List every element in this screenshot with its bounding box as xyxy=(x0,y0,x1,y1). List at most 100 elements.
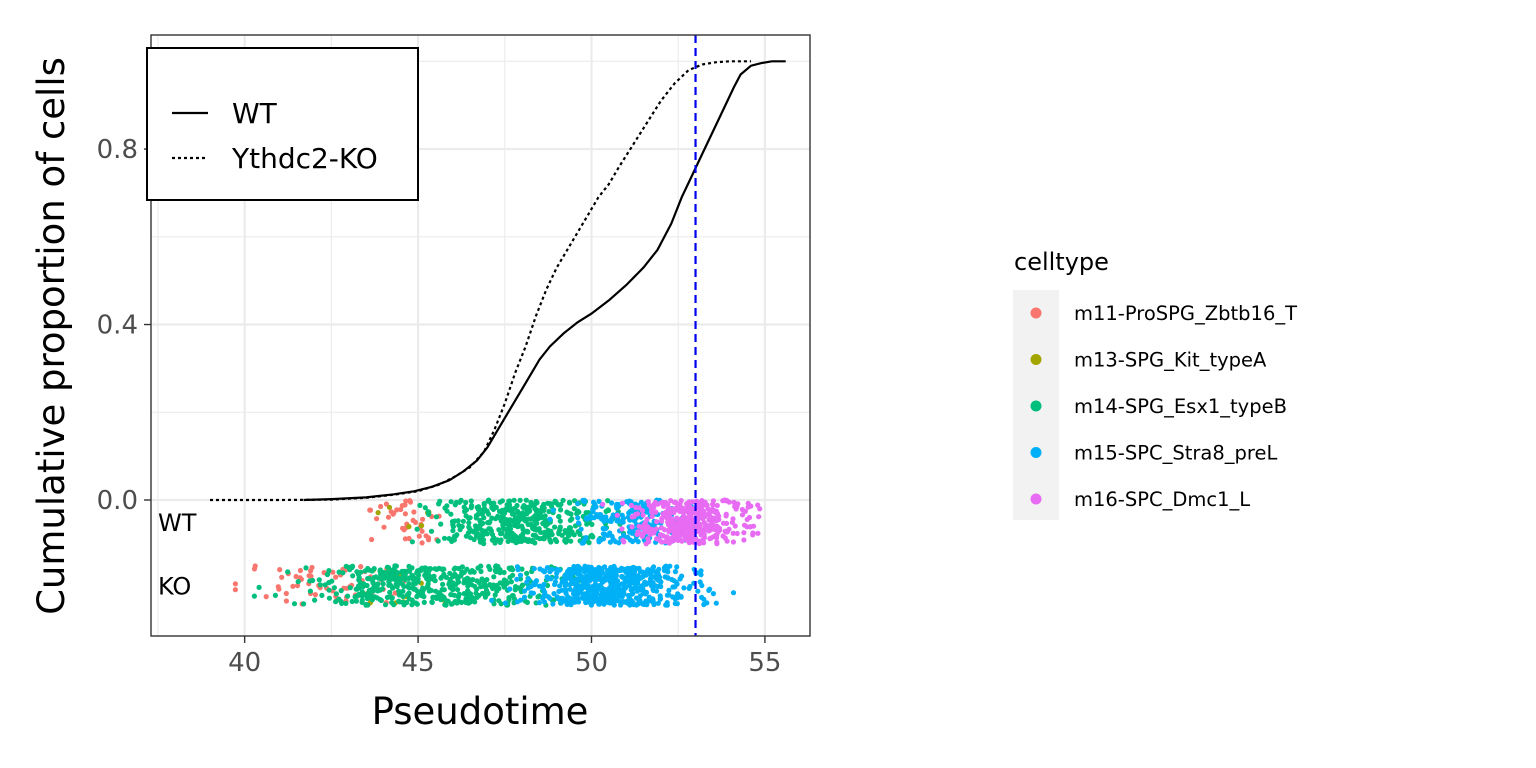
cell-point xyxy=(503,506,509,512)
cell-point xyxy=(664,534,670,540)
cell-point xyxy=(333,574,339,580)
cell-point xyxy=(462,508,468,515)
cell-point xyxy=(704,600,710,606)
cell-point xyxy=(458,497,464,503)
x-tick-label: 40 xyxy=(228,648,261,678)
cell-point xyxy=(463,513,469,519)
cell-point xyxy=(324,571,330,578)
cell-point xyxy=(489,515,495,521)
cell-point xyxy=(506,565,512,571)
cell-point xyxy=(489,502,495,508)
cell-point xyxy=(396,577,402,583)
cell-point xyxy=(562,528,568,534)
cell-point xyxy=(657,532,664,538)
cell-point xyxy=(723,511,729,517)
cell-point xyxy=(683,517,689,523)
cell-point xyxy=(713,600,719,606)
cell-point xyxy=(455,594,461,600)
cell-point xyxy=(478,563,484,569)
cell-point xyxy=(666,587,672,594)
cell-point xyxy=(272,592,278,599)
cell-point xyxy=(367,507,374,513)
cell-point xyxy=(331,585,337,591)
cell-point xyxy=(306,573,312,579)
cell-point xyxy=(501,584,507,590)
celltype-legend-key xyxy=(1030,447,1042,458)
cell-point xyxy=(406,575,412,581)
cell-point xyxy=(679,505,685,511)
cell-point xyxy=(420,516,426,522)
cell-point xyxy=(466,599,472,605)
cell-point xyxy=(450,528,456,534)
cell-point xyxy=(388,509,394,515)
cell-point xyxy=(664,592,671,598)
cell-point xyxy=(701,535,708,541)
cell-point xyxy=(704,502,710,508)
cell-point xyxy=(307,578,313,584)
cell-point xyxy=(507,517,514,524)
cell-point xyxy=(634,531,640,538)
cell-point xyxy=(579,540,585,546)
cell-point xyxy=(586,540,592,546)
cell-point xyxy=(439,574,445,580)
x-tick-label: 45 xyxy=(402,648,435,678)
cell-point xyxy=(381,569,387,576)
cell-point xyxy=(551,591,557,597)
cell-point xyxy=(277,567,283,573)
cell-point xyxy=(710,591,717,597)
cell-point xyxy=(481,515,487,521)
cell-point xyxy=(653,526,659,532)
cell-point xyxy=(582,569,588,575)
cell-point xyxy=(600,593,607,599)
cell-point xyxy=(467,535,474,541)
cell-point xyxy=(378,597,384,604)
cell-point xyxy=(644,509,650,515)
cell-point xyxy=(431,573,437,579)
cell-point xyxy=(573,591,579,597)
cell-point xyxy=(542,513,548,519)
cell-point xyxy=(730,590,737,596)
cell-point xyxy=(730,516,736,522)
cell-point xyxy=(501,569,507,576)
cell-point xyxy=(557,518,563,524)
cell-point xyxy=(559,587,565,593)
cell-point xyxy=(645,524,651,530)
cell-point xyxy=(600,501,606,507)
cell-point xyxy=(720,498,726,504)
cell-point xyxy=(732,523,738,529)
cell-point xyxy=(402,502,408,508)
cell-point xyxy=(423,567,429,573)
cell-point xyxy=(670,584,676,590)
cell-point xyxy=(520,534,526,541)
cell-point xyxy=(354,569,360,575)
cell-point xyxy=(451,566,457,572)
cell-point xyxy=(544,574,550,580)
cell-point xyxy=(750,530,756,536)
cell-point xyxy=(359,589,365,595)
cell-point xyxy=(620,519,626,525)
cell-point xyxy=(699,540,705,546)
cell-point xyxy=(477,517,483,523)
cell-point xyxy=(532,533,539,539)
cell-point xyxy=(443,602,449,608)
cell-point xyxy=(349,598,355,605)
cell-point xyxy=(615,503,622,510)
series-line-ythdc2-ko xyxy=(210,60,751,502)
cell-point xyxy=(458,573,464,579)
cell-point xyxy=(396,588,402,594)
cell-point xyxy=(566,532,572,538)
cell-point xyxy=(730,539,737,545)
cell-point xyxy=(517,497,523,503)
cell-point xyxy=(398,506,404,513)
cell-point xyxy=(610,536,616,542)
cell-point xyxy=(546,533,552,539)
cell-point xyxy=(554,594,560,600)
cell-point xyxy=(450,524,456,530)
cell-point xyxy=(756,514,762,520)
cell-point xyxy=(566,525,573,531)
cell-point xyxy=(498,601,504,607)
point-row-label-ko: KO xyxy=(158,573,191,601)
cell-point xyxy=(474,586,480,592)
cell-point xyxy=(405,583,411,590)
cell-point xyxy=(409,597,415,603)
